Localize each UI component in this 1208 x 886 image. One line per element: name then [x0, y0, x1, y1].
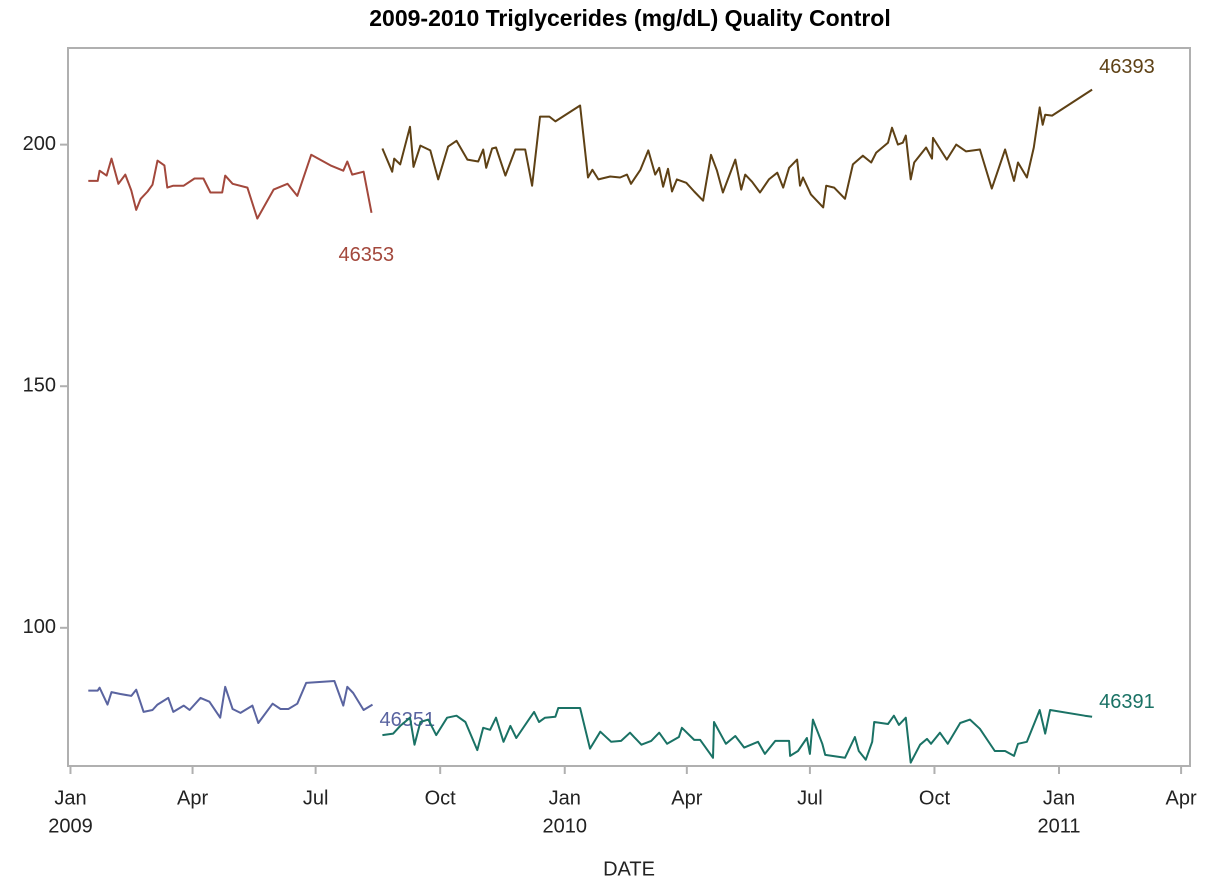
x-tick-label: Jan	[1043, 787, 1075, 809]
series-line	[381, 88, 1093, 209]
x-tick-label: Jan	[549, 787, 581, 809]
series-label: 46353	[338, 244, 394, 266]
x-tick-label: Oct	[919, 787, 951, 809]
plot-frame	[67, 47, 1191, 767]
y-tick-label: 200	[23, 133, 56, 155]
x-tick-label: Apr	[1166, 787, 1197, 809]
x-tick-label: Oct	[425, 787, 457, 809]
x-tick-label: Jul	[797, 787, 823, 809]
chart-title: 2009-2010 Triglycerides (mg/dL) Quality …	[369, 5, 891, 31]
x-tick-label: Jan	[54, 787, 86, 809]
x-axis-title: DATE	[603, 858, 655, 880]
series-label: 46393	[1099, 56, 1155, 78]
series-line	[88, 153, 373, 220]
x-tick-label: Apr	[177, 787, 208, 809]
x-tick-label: Apr	[671, 787, 702, 809]
x-tick-label: Jul	[303, 787, 329, 809]
x-tick-year: 2010	[542, 815, 587, 837]
x-tick-year: 2009	[48, 815, 93, 837]
series-line	[382, 707, 1093, 764]
series-label: 46391	[1099, 691, 1155, 713]
series-line	[88, 680, 374, 724]
y-tick-label: 100	[23, 616, 56, 638]
y-tick-label: 150	[23, 375, 56, 397]
x-tick-year: 2011	[1038, 815, 1081, 837]
